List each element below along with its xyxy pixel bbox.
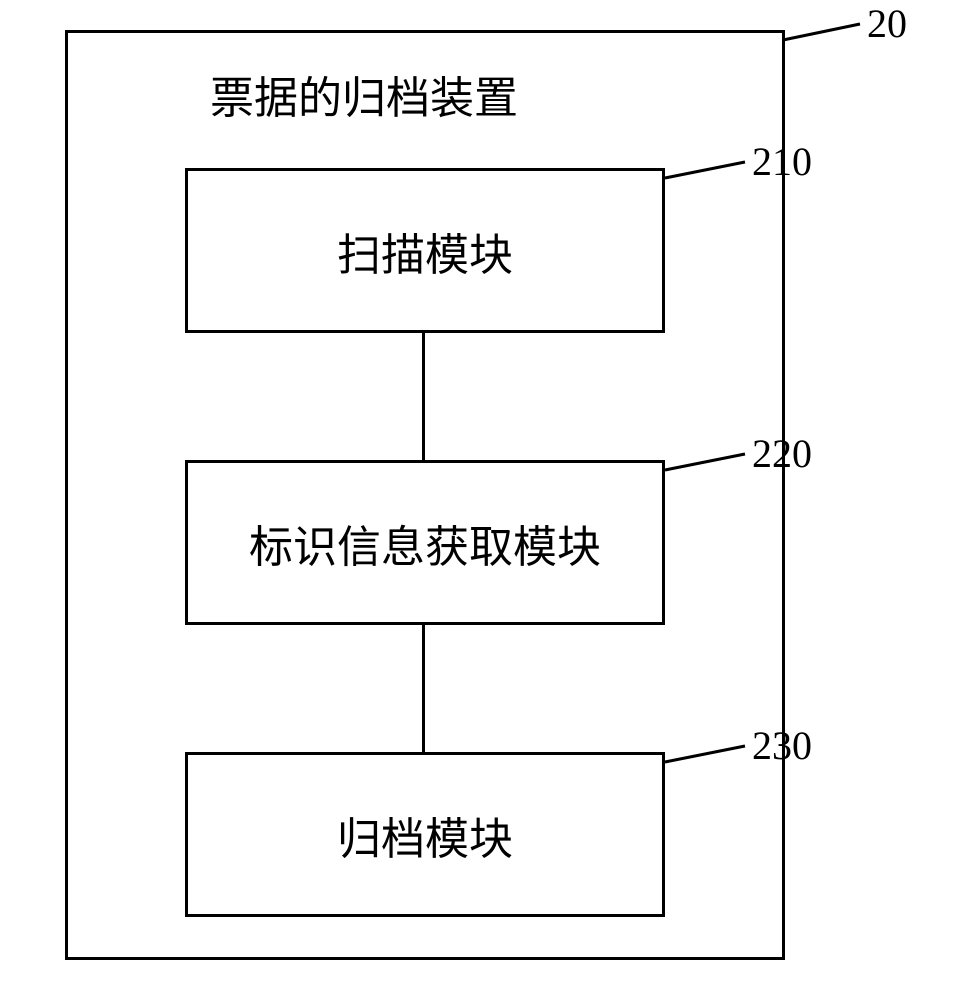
node-archive-label: 归档模块 bbox=[337, 803, 513, 867]
diagram-canvas: 票据的归档装置 20 扫描模块 210 标识信息获取模块 220 归档模块 23… bbox=[0, 0, 959, 992]
node-idinfo-label: 标识信息获取模块 bbox=[249, 511, 601, 575]
node-idinfo-leader bbox=[665, 454, 748, 473]
node-scan-leader bbox=[665, 162, 748, 181]
node-scan-leader-segment bbox=[665, 162, 745, 178]
outer-number-label: 20 bbox=[867, 0, 907, 47]
node-scan-number: 210 bbox=[752, 138, 812, 185]
node-idinfo-leader-segment bbox=[665, 454, 745, 470]
node-idinfo-module: 标识信息获取模块 bbox=[185, 460, 665, 625]
edge-idinfo-to-archive bbox=[422, 625, 425, 752]
node-archive-leader-segment bbox=[665, 746, 745, 762]
edge-scan-to-idinfo bbox=[422, 333, 425, 460]
node-archive-number: 230 bbox=[752, 722, 812, 769]
node-scan-module: 扫描模块 bbox=[185, 168, 665, 333]
diagram-title: 票据的归档装置 bbox=[210, 62, 518, 126]
node-scan-label: 扫描模块 bbox=[337, 219, 513, 283]
node-archive-leader bbox=[665, 746, 748, 765]
outer-leader-segment bbox=[783, 24, 860, 40]
outer-leader-line bbox=[783, 24, 863, 43]
node-idinfo-number: 220 bbox=[752, 430, 812, 477]
node-archive-module: 归档模块 bbox=[185, 752, 665, 917]
